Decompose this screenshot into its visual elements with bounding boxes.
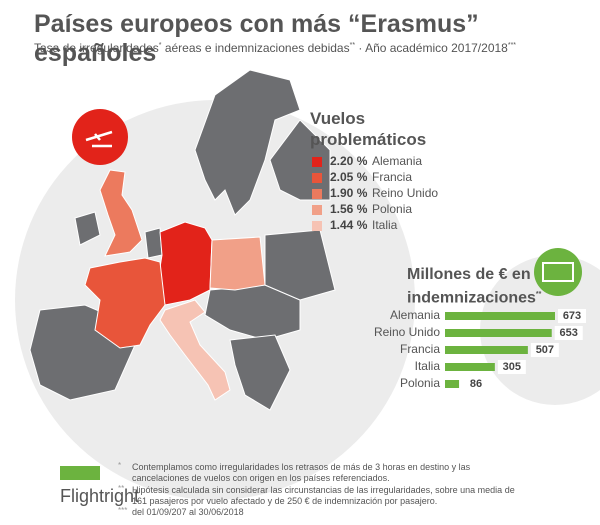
east (264, 229, 336, 301)
balkans (229, 334, 291, 411)
country (84, 257, 166, 349)
subtitle-mark: ** (349, 42, 356, 49)
bar (445, 312, 555, 320)
logo: Flightright (60, 486, 140, 506)
legend-label: Reino Unido (372, 186, 438, 200)
subtitle-part: Tasa de irregularidades (34, 41, 159, 55)
legend-label: Polonia (372, 202, 412, 216)
bar-label: Francia (400, 342, 440, 356)
footnote: Contemplamos como irregularidades los re… (132, 462, 471, 483)
legend-swatch (312, 221, 322, 231)
legend-value: 1.44 % (330, 218, 368, 232)
logo-mark (60, 466, 100, 480)
bar-title: Millones de € en indemnizaciones** (407, 265, 552, 308)
banknote (542, 262, 574, 282)
footnote: Hipótesis calculada sin considerar las c… (132, 485, 515, 506)
legend-label: Italia (372, 218, 398, 232)
bar-value: 86 (470, 378, 482, 390)
ireland (74, 211, 101, 246)
bar-value: 653 (560, 327, 578, 339)
bar (445, 380, 460, 388)
bar-label: Alemania (390, 308, 440, 322)
legend-value: 1.56 % (330, 202, 368, 216)
benelux (144, 227, 163, 259)
footnote-mark: ** (118, 484, 125, 493)
subtitle: Tasa de irregularidades* aéreas e indemn… (34, 41, 516, 55)
country (209, 236, 266, 291)
country (99, 169, 143, 257)
value-box (462, 377, 491, 391)
scandinavia (194, 69, 301, 216)
value-box (558, 309, 586, 323)
bar-label: Polonia (400, 376, 440, 390)
legend-value: 2.20 % (330, 154, 368, 168)
money-icon (534, 248, 582, 296)
footnote-mark: *** (118, 506, 128, 515)
subtitle-mark: *** (507, 42, 517, 49)
value-box (530, 343, 559, 357)
value-box (554, 326, 583, 340)
bar-title-mark: ** (535, 291, 542, 298)
legend-label: Francia (372, 170, 412, 184)
subtitle-part: aéreas e indemnizaciones debidas (161, 41, 350, 55)
bar (445, 363, 495, 371)
plane (85, 130, 113, 148)
bar-value: 507 (536, 344, 554, 356)
bar-label: Italia (415, 359, 441, 373)
legend-label: Alemania (372, 154, 422, 168)
bar-title-text: Millones de € en indemnizaciones (407, 266, 536, 307)
legend-swatch (312, 157, 322, 167)
footnote-mark: * (118, 461, 122, 470)
country (159, 299, 231, 401)
bar-value: 305 (503, 361, 521, 373)
legend-swatch (312, 189, 322, 199)
footnote: del 01/09/207 al 30/06/2018 (132, 507, 244, 517)
title: Países europeos con más “Erasmus” españo… (34, 10, 479, 67)
legend-swatch (312, 173, 322, 183)
subtitle-mark: * (158, 42, 162, 49)
bar (445, 329, 552, 337)
legend-swatch (312, 205, 322, 215)
country (157, 221, 213, 306)
legend-value: 1.90 % (330, 186, 368, 200)
map-base (29, 69, 336, 411)
bar-label: Reino Unido (374, 325, 440, 339)
bar (445, 346, 528, 354)
subtitle-part: · Año académico 2017/2018 (355, 41, 508, 55)
value-box (497, 360, 526, 374)
bar-value: 673 (563, 310, 581, 322)
legend-value: 2.05 % (330, 170, 368, 184)
legend-title: Vuelos problemáticos (310, 109, 427, 149)
